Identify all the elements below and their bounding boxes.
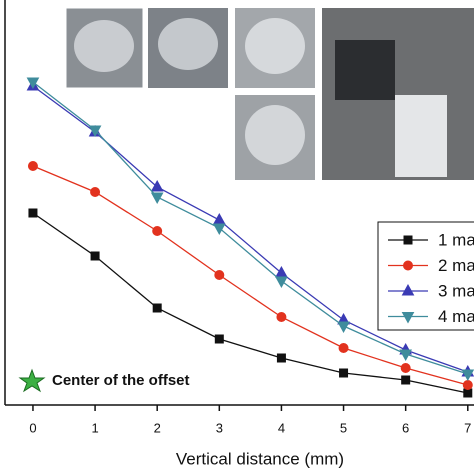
x-tick-label: 3: [216, 420, 223, 435]
marker: [400, 363, 411, 373]
marker: [90, 187, 101, 197]
series-line: [32, 165, 468, 386]
marker: [150, 179, 164, 192]
annotation-marker: [18, 368, 46, 393]
legend-marker: [401, 283, 415, 296]
marker: [212, 212, 226, 225]
photo-detail: [245, 18, 305, 74]
marker: [212, 223, 226, 236]
x-tick-label: 0: [29, 420, 36, 435]
marker: [401, 375, 411, 385]
legend-label: 4 ma: [438, 307, 474, 326]
marker: [463, 388, 473, 398]
marker: [337, 321, 350, 334]
x-tick-label: 2: [154, 420, 161, 435]
marker: [152, 226, 163, 236]
legend-marker: [403, 260, 413, 271]
series-line: [32, 81, 468, 375]
marker: [338, 343, 349, 353]
x-axis-label: Vertical distance (mm): [176, 449, 344, 468]
marker: [26, 77, 40, 90]
x-tick-label: 5: [340, 420, 347, 435]
photo-detail: [245, 105, 305, 165]
series-line: [32, 212, 468, 394]
marker: [90, 251, 100, 261]
marker: [152, 303, 162, 313]
marker: [399, 349, 413, 362]
marker: [339, 368, 349, 378]
marker: [150, 192, 164, 205]
marker: [275, 276, 288, 289]
annotation: Center of the offset: [52, 372, 190, 389]
photo-detail: [74, 20, 134, 72]
legend-marker: [403, 235, 413, 245]
x-tick-label: 1: [91, 420, 98, 435]
legend-label: 2 ma: [438, 256, 474, 275]
marker: [214, 270, 225, 280]
marker: [28, 208, 38, 218]
x-tick-label: 4: [278, 420, 285, 435]
marker: [462, 380, 473, 390]
marker: [276, 312, 287, 322]
photo-detail: [335, 40, 395, 100]
photo-detail: [158, 18, 218, 70]
marker: [276, 353, 286, 363]
marker: [88, 125, 102, 138]
marker: [27, 161, 38, 171]
marker: [214, 334, 224, 344]
legend-label: 3 ma: [438, 281, 474, 300]
x-tick-label: 6: [402, 420, 409, 435]
marker: [275, 265, 288, 278]
legend-label: 1 ma: [438, 230, 474, 249]
marker: [461, 369, 474, 382]
legend-marker: [401, 312, 415, 324]
photos: [65, 7, 474, 180]
photo-detail: [395, 95, 447, 177]
x-tick-label: 7: [464, 420, 471, 435]
